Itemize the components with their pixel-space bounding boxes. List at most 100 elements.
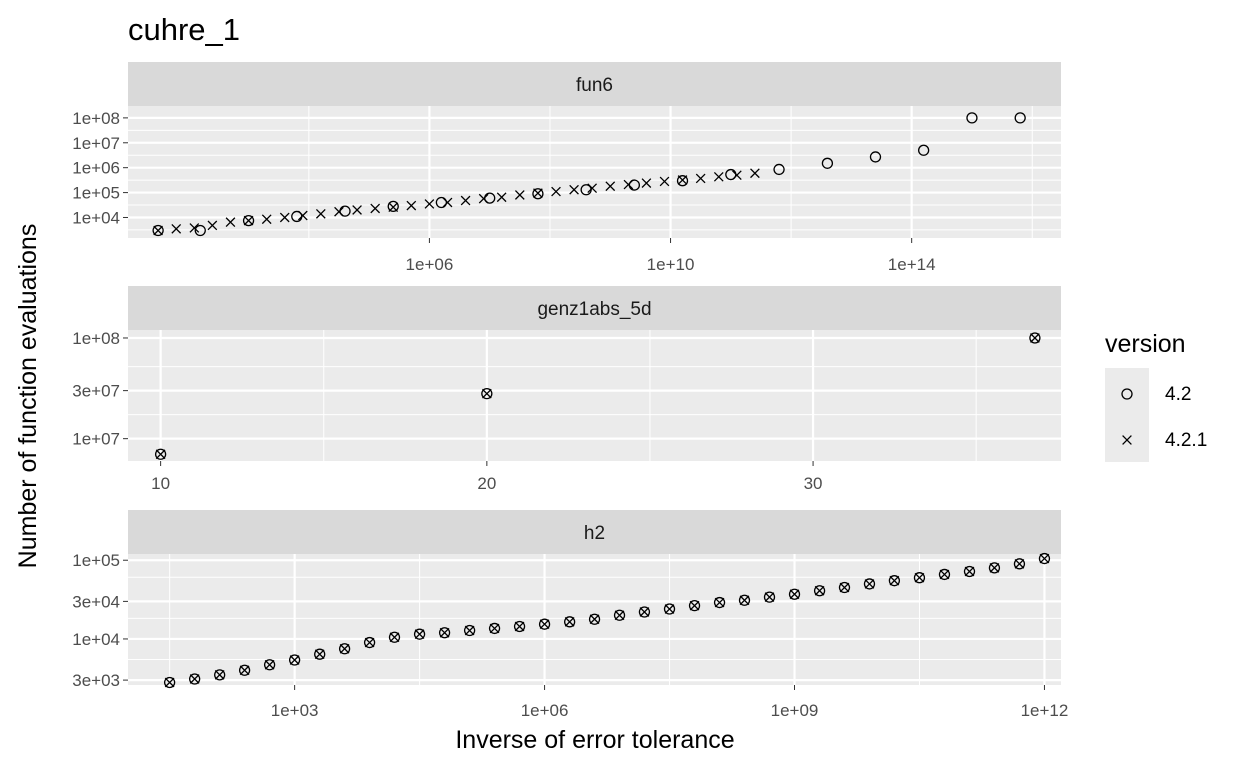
- x-tick-label: 1e+09: [771, 701, 819, 720]
- y-tick-label: 1e+05: [72, 551, 120, 570]
- x-tick-label: 1e+06: [406, 255, 454, 274]
- data-point-circle: [154, 448, 167, 460]
- data-point-cross: [889, 575, 900, 586]
- x-tick-label: 1e+03: [271, 701, 319, 720]
- data-point-cross: [814, 585, 825, 596]
- data-point-cross: [406, 200, 417, 211]
- legend-label-4-2-1: 4.2.1: [1165, 430, 1207, 451]
- data-point-cross: [639, 607, 650, 617]
- data-point-circle: [838, 581, 851, 594]
- y-tick-label: 1e+08: [72, 329, 120, 348]
- data-point-circle: [863, 578, 876, 590]
- plot-background: [128, 330, 1061, 461]
- data-point-circle: [463, 624, 476, 637]
- data-point-cross: [339, 643, 350, 654]
- data-point-circle: [1038, 552, 1051, 565]
- series-4-2: [163, 552, 1051, 689]
- data-point-cross: [439, 627, 450, 638]
- data-point-cross: [189, 223, 200, 233]
- y-tick-label: 1e+07: [72, 430, 120, 449]
- data-point-circle: [1014, 112, 1026, 124]
- data-point-circle: [613, 609, 626, 621]
- data-point-circle: [773, 163, 785, 176]
- facet-panel-h2: h2 1e+03 1e+06 1e+09 1e+12 3e+03 1e+04 3e+04 1e+…: [72, 510, 1068, 720]
- data-point-circle: [913, 572, 926, 584]
- facet-strip-label: h2: [584, 523, 605, 544]
- data-point-circle: [214, 669, 226, 681]
- data-point-circle: [1029, 332, 1041, 344]
- data-point-cross: [243, 215, 254, 226]
- data-point-cross: [839, 582, 850, 593]
- data-point-cross: [750, 168, 760, 179]
- data-point-cross: [414, 629, 425, 640]
- data-point-cross: [677, 175, 688, 185]
- data-point-cross: [214, 669, 225, 680]
- y-tick-label: 3e+07: [72, 382, 120, 401]
- data-point-circle: [438, 627, 451, 639]
- x-tick-label: 1e+12: [1021, 701, 1069, 720]
- data-point-circle: [688, 599, 701, 612]
- data-point-cross: [732, 170, 742, 181]
- data-point-cross: [314, 649, 325, 660]
- data-point-cross: [713, 171, 724, 182]
- data-point-cross: [279, 212, 290, 223]
- data-point-circle: [163, 676, 176, 689]
- chart-title: cuhre_1: [128, 12, 240, 47]
- data-point-circle: [338, 643, 351, 655]
- data-point-circle: [435, 196, 448, 209]
- data-point-cross: [334, 206, 344, 217]
- data-point-circle: [788, 588, 801, 600]
- data-point-circle: [538, 618, 551, 630]
- data-point-circle: [314, 648, 326, 660]
- y-tick-label: 1e+06: [72, 159, 120, 178]
- x-tick-label: 1e+14: [888, 255, 936, 274]
- data-point-circle: [288, 654, 301, 666]
- data-point-cross: [514, 621, 525, 632]
- data-point-cross: [442, 197, 453, 208]
- data-point-cross: [478, 193, 489, 204]
- data-point-cross: [695, 173, 706, 184]
- data-point-cross: [289, 655, 300, 665]
- y-tick-label: 1e+08: [72, 109, 120, 128]
- data-point-cross: [739, 595, 750, 606]
- data-point-circle: [1013, 558, 1026, 570]
- data-point-circle: [676, 175, 689, 187]
- data-point-cross: [489, 623, 500, 634]
- data-point-circle: [532, 188, 544, 200]
- y-tick-label: 1e+04: [72, 630, 120, 649]
- data-point-circle: [663, 603, 676, 615]
- data-point-circle: [481, 387, 493, 400]
- data-point-cross: [424, 199, 435, 209]
- data-point-cross: [939, 569, 950, 580]
- data-point-circle: [938, 568, 951, 581]
- data-point-circle: [363, 636, 376, 649]
- data-point-cross: [551, 186, 561, 197]
- data-point-cross: [664, 604, 675, 614]
- data-point-circle: [638, 606, 651, 618]
- data-point-cross: [171, 223, 182, 234]
- facet-strip: [128, 286, 1061, 330]
- y-tick-label: 3e+03: [72, 671, 120, 690]
- facet-strip: [128, 62, 1061, 106]
- data-point-cross: [514, 190, 525, 200]
- data-point-circle: [263, 659, 276, 671]
- data-point-circle: [821, 157, 834, 169]
- y-axis-title: Number of function evaluations: [14, 224, 42, 569]
- data-point-circle: [738, 594, 751, 606]
- data-point-cross: [315, 208, 326, 219]
- data-point-cross: [1030, 333, 1040, 343]
- legend: version 4.2 4.2.1: [1105, 330, 1207, 462]
- data-point-cross: [352, 205, 362, 215]
- data-point-circle: [988, 562, 1001, 574]
- legend-symbol-cross: [1122, 435, 1132, 445]
- data-point-cross: [789, 589, 800, 600]
- data-point-cross: [564, 616, 575, 627]
- data-point-cross: [714, 597, 725, 608]
- data-point-circle: [869, 151, 882, 163]
- data-point-cross: [164, 677, 175, 688]
- legend-label-4-2: 4.2: [1165, 384, 1191, 405]
- x-tick-label: 1e+06: [521, 701, 569, 720]
- data-point-cross: [614, 610, 625, 621]
- data-point-circle: [917, 144, 930, 156]
